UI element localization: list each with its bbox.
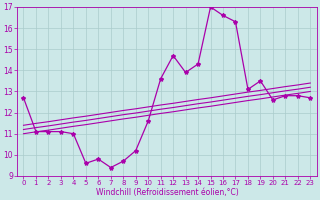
X-axis label: Windchill (Refroidissement éolien,°C): Windchill (Refroidissement éolien,°C) <box>96 188 238 197</box>
